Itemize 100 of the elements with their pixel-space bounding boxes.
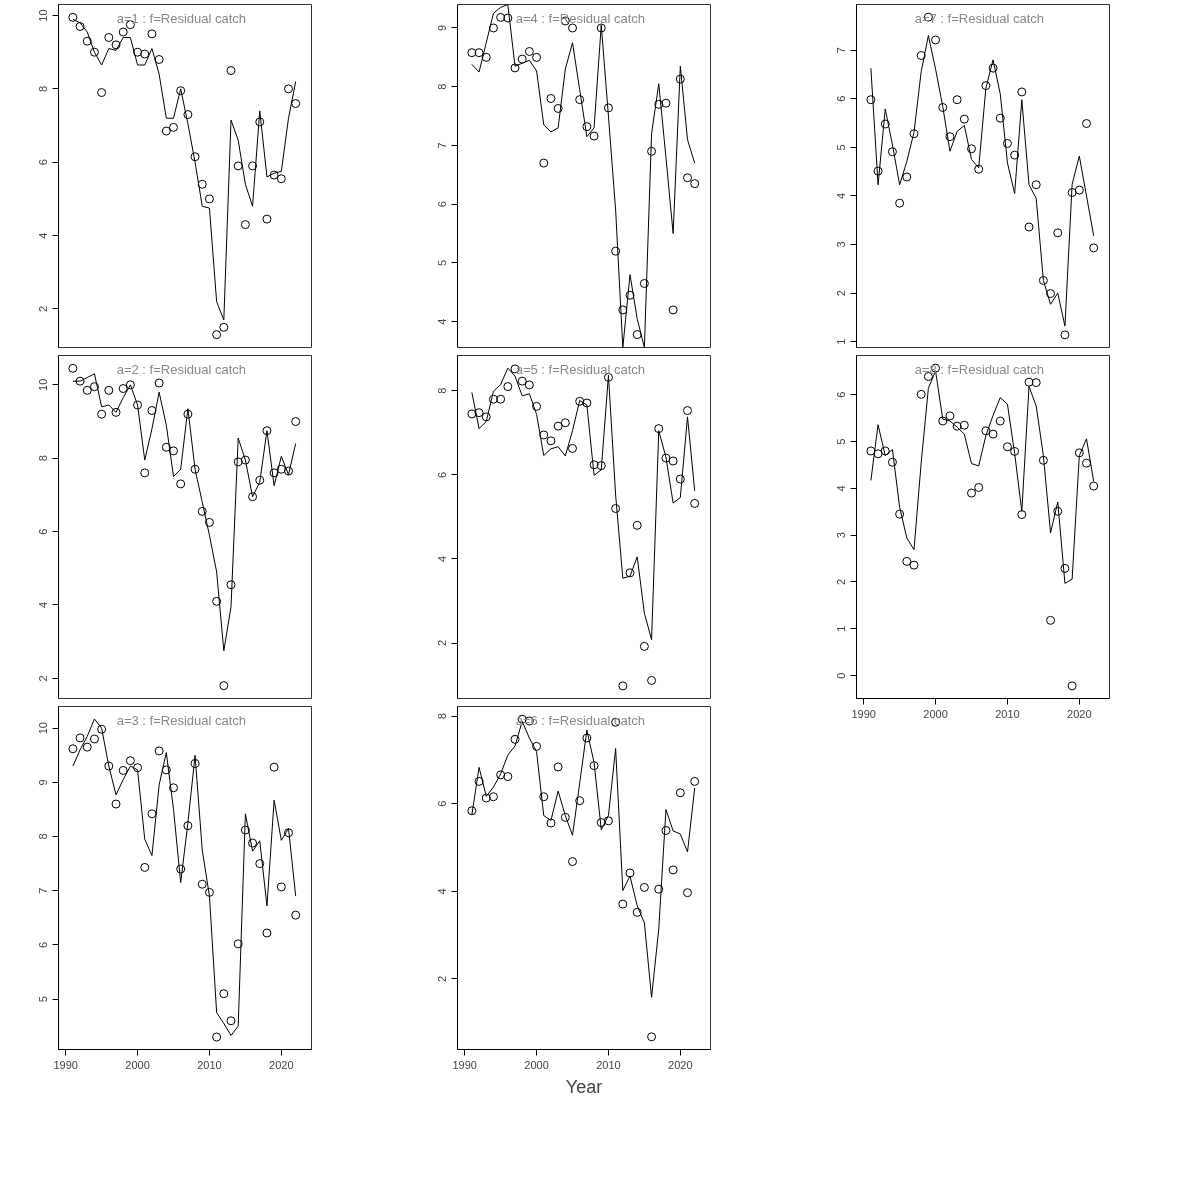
point	[532, 741, 542, 751]
point	[539, 430, 549, 440]
point	[690, 776, 700, 786]
point	[510, 63, 520, 73]
point	[916, 51, 926, 60]
point	[481, 793, 491, 803]
point	[233, 161, 243, 171]
line-series	[471, 4, 696, 348]
point	[1031, 378, 1041, 388]
point	[668, 305, 678, 315]
point	[632, 907, 642, 917]
point	[510, 734, 520, 744]
point	[133, 400, 143, 410]
point	[1082, 458, 1091, 468]
point	[276, 882, 286, 892]
point	[575, 396, 585, 406]
point	[632, 520, 642, 530]
point	[190, 758, 200, 768]
point	[169, 122, 178, 132]
point	[553, 762, 563, 772]
point	[596, 818, 606, 828]
point	[140, 862, 150, 872]
point	[909, 129, 919, 139]
point	[1024, 222, 1034, 232]
point	[611, 504, 621, 513]
point	[873, 449, 883, 459]
point	[140, 468, 150, 478]
y-tick-label: 10	[37, 378, 50, 391]
point	[988, 429, 998, 439]
point	[1089, 481, 1099, 491]
point	[284, 84, 293, 94]
point	[1074, 185, 1084, 195]
x-tick-label: 2000	[524, 1058, 549, 1071]
y-tick-label: 4	[37, 232, 50, 239]
point	[945, 132, 955, 142]
y-tick-label: 4	[436, 555, 449, 562]
y-tick-label: 4	[835, 192, 848, 199]
point	[291, 417, 301, 427]
y-tick-label: 6	[436, 201, 449, 208]
point	[197, 879, 207, 889]
point	[539, 158, 549, 168]
point	[560, 812, 570, 822]
point	[197, 179, 207, 189]
point	[639, 882, 649, 892]
point	[661, 453, 671, 463]
point	[89, 734, 99, 744]
point	[248, 838, 258, 848]
point	[1046, 615, 1056, 625]
point	[133, 763, 143, 773]
y-tick-label: 2	[835, 290, 848, 297]
point	[654, 99, 664, 109]
point	[161, 442, 171, 452]
point	[219, 681, 229, 691]
y-tick-label: 4	[37, 601, 50, 609]
point	[938, 103, 948, 112]
point	[661, 98, 671, 108]
point	[683, 888, 692, 898]
point	[974, 482, 984, 492]
text: a=1 : f=Residual catch	[116, 10, 247, 26]
y-tick-label: 8	[436, 713, 449, 720]
point	[291, 910, 301, 920]
point	[82, 385, 92, 395]
point	[575, 796, 585, 806]
point	[248, 492, 258, 502]
point	[546, 436, 556, 446]
point	[467, 48, 477, 58]
point	[68, 363, 78, 373]
point	[887, 147, 897, 157]
point	[880, 119, 890, 129]
point	[269, 468, 279, 478]
point	[880, 446, 890, 456]
point	[539, 792, 549, 802]
point	[467, 806, 477, 816]
point	[503, 13, 513, 23]
point	[262, 426, 272, 436]
point	[269, 170, 279, 180]
point	[1002, 442, 1012, 452]
line-series	[72, 373, 297, 652]
point	[873, 166, 883, 176]
point	[988, 63, 998, 73]
y-tick-label: 2	[835, 578, 848, 586]
point	[75, 733, 85, 743]
point	[68, 12, 78, 22]
point	[118, 384, 128, 394]
x-tick-label: 2020	[1067, 707, 1092, 720]
y-tick-label: 8	[436, 387, 449, 394]
point	[618, 681, 628, 691]
point	[474, 408, 484, 418]
point	[1082, 119, 1091, 129]
x-tick-label: 2000	[125, 1058, 150, 1071]
point	[967, 144, 976, 154]
point	[546, 818, 556, 828]
point	[82, 742, 92, 752]
y-tick-label: 6	[835, 95, 848, 102]
point	[618, 899, 628, 909]
point	[481, 52, 491, 62]
y-tick-label: 5	[835, 144, 848, 151]
point	[97, 409, 107, 419]
point	[959, 420, 969, 430]
point	[89, 47, 99, 57]
